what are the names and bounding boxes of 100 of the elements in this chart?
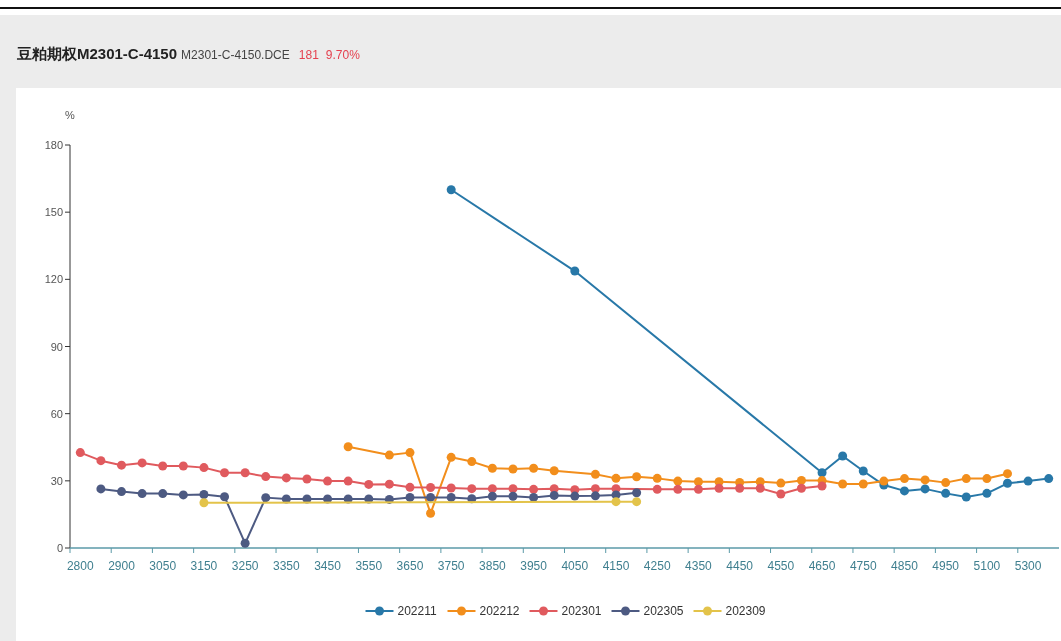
x-tick-label: 3750 [437,559,465,573]
x-tick-label: 3150 [190,559,218,573]
point [261,472,271,482]
point [920,484,930,494]
point [240,538,250,548]
point [632,472,642,482]
point [1023,476,1033,486]
point [158,461,168,471]
point [508,464,518,474]
point [302,474,312,484]
x-tick-label: 4050 [561,559,589,573]
point [858,466,868,476]
point [549,466,559,476]
point [941,488,951,498]
point [405,448,415,458]
chart-title: 豆粕期权M2301-C-4150 [17,45,178,62]
point [982,474,992,484]
text: 9.70% [325,48,361,62]
point [961,474,971,484]
point [199,498,209,508]
point [343,442,353,452]
y-tick-label: 150 [44,206,63,219]
point [487,491,497,501]
point [343,476,353,486]
point [652,473,662,483]
point [281,473,291,483]
y-axis-title: % [65,109,76,121]
y-tick-label: 0 [56,542,63,554]
point [137,458,147,468]
x-tick-label: 4550 [767,559,795,573]
point [384,479,394,489]
y-tick-label: 60 [50,407,63,420]
point [796,483,806,493]
point [817,481,827,491]
x-tick-label: 2900 [108,559,136,573]
point [405,482,415,492]
point [384,450,394,460]
point [549,490,559,500]
x-tick-label: 3050 [149,559,177,573]
point [199,463,209,473]
x-tick-label: 4350 [685,559,713,573]
point [220,468,230,478]
point [240,468,250,478]
point [1044,474,1054,484]
point [570,266,580,276]
point [693,484,703,494]
point [632,497,642,507]
point [446,452,456,462]
point [776,478,786,488]
point [858,479,868,489]
point [529,492,539,502]
point [96,456,106,466]
point [446,492,456,502]
x-tick-label: 5100 [973,559,1001,573]
point [220,492,230,502]
point [838,451,848,461]
legend-label: 202211 [397,604,437,618]
chart-subtitle: M2301-C-4150.DCE [181,48,290,62]
point [199,490,209,499]
x-tick-label: 2800 [66,559,94,573]
point [899,474,909,484]
x-tick-label: 3650 [396,559,424,573]
legend-label: 202305 [643,604,684,618]
point [158,489,168,499]
point [426,483,436,493]
y-tick-label: 120 [44,273,63,286]
x-tick-label: 4850 [891,559,919,573]
point [117,487,127,497]
text: 181 [298,48,320,62]
point [590,469,600,479]
point [405,492,415,502]
y-tick-label: 180 [44,139,63,151]
point [426,508,436,518]
point [838,479,848,489]
point [446,483,456,493]
point [178,461,188,471]
point [117,460,127,470]
point [508,491,518,501]
point [899,486,909,496]
point [1002,478,1012,488]
point [261,493,271,503]
x-tick-label: 3350 [272,559,301,573]
point [776,489,786,499]
x-tick-label: 3450 [314,559,342,573]
point [529,484,539,494]
x-tick-label: 4950 [932,559,960,573]
point [693,477,703,487]
point [961,492,971,502]
point [735,483,745,493]
point [487,463,497,473]
point [426,492,436,502]
point [590,491,600,501]
point [920,475,930,485]
y-tick-label: 30 [50,474,63,487]
point [632,488,642,498]
point [941,478,951,488]
point [75,448,85,458]
x-tick-label: 3850 [479,559,507,573]
point [467,457,477,467]
point [1002,469,1012,479]
